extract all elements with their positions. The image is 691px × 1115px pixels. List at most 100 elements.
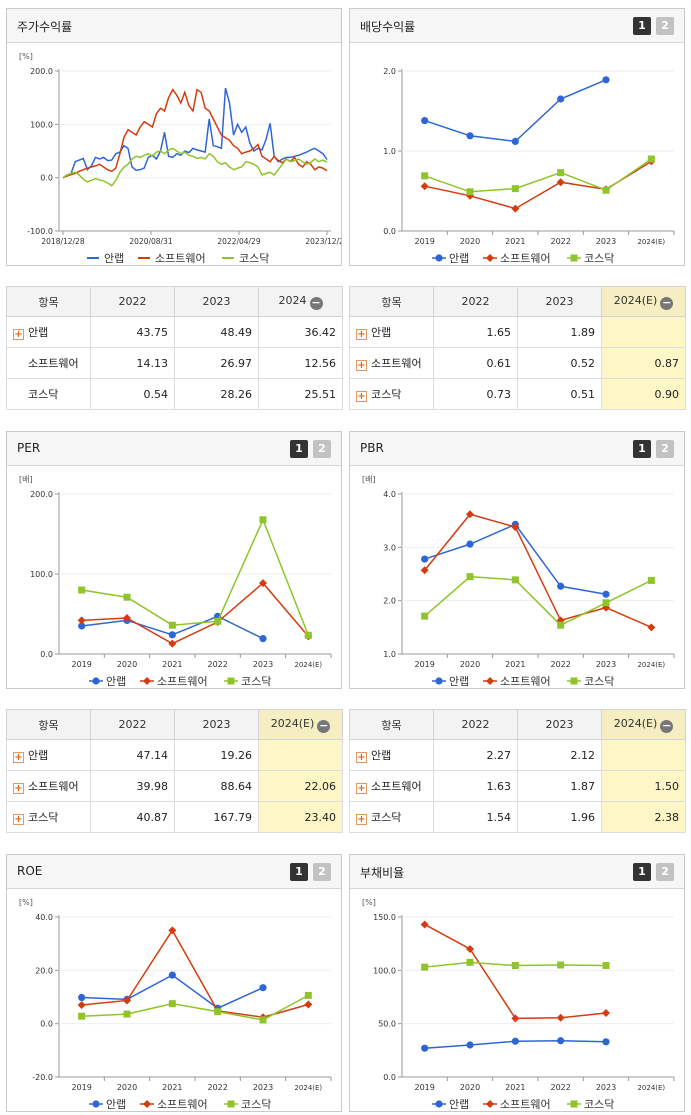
x-tick-label: 2019 (414, 237, 434, 246)
data-point (123, 1010, 131, 1018)
expand-icon[interactable]: + (356, 391, 367, 402)
expand-icon[interactable]: + (356, 329, 367, 340)
cell (601, 316, 686, 348)
cell: 1.65 (433, 316, 518, 348)
y-tick-label: 2.0 (383, 67, 396, 76)
data-point (304, 1000, 313, 1009)
expand-icon[interactable]: + (356, 814, 367, 825)
x-tick-label: 2022 (550, 1083, 570, 1092)
data-point (511, 962, 519, 970)
col-2024: 2024− (258, 286, 343, 317)
cell: 0.52 (517, 347, 602, 379)
cell: 1.96 (517, 801, 602, 833)
page-1-button[interactable]: 1 (633, 17, 651, 35)
y-tick-label: 50.0 (378, 1020, 396, 1029)
page-2-button[interactable]: 2 (313, 440, 331, 458)
panel-title: 주가수익률 (17, 20, 73, 34)
table-header-row: 항목 2022 2023 2024(E) − (349, 286, 686, 317)
legend-label: 소프트웨어 (157, 1098, 208, 1111)
page-2-button[interactable]: 2 (313, 863, 331, 881)
data-point (304, 991, 312, 999)
col-item: 항목 (349, 709, 434, 740)
table-row: + 코스닥 0.73 0.51 0.90 (349, 378, 686, 410)
legend-label: 코스닥 (584, 252, 614, 265)
collapse-icon[interactable]: − (317, 718, 331, 733)
y-tick-label: 40.0 (35, 913, 53, 922)
series-line (81, 517, 310, 636)
x-tick-label: 2022 (550, 237, 570, 246)
cell: 88.64 (174, 770, 259, 802)
legend-label: 안랩 (106, 675, 126, 688)
legend-marker (486, 677, 494, 685)
page-2-button[interactable]: 2 (656, 863, 674, 881)
expand-icon[interactable]: + (356, 360, 367, 371)
page-1-button[interactable]: 1 (290, 863, 308, 881)
y-tick-label: 0.0 (40, 174, 53, 183)
cell: 26.97 (174, 347, 259, 379)
col-2024e-label: 2024(E) (270, 716, 315, 730)
x-tick-label: 2019 (414, 1083, 434, 1092)
cell: 28.26 (174, 378, 259, 410)
expand-icon[interactable]: + (356, 783, 367, 794)
col-2023: 2023 (174, 286, 259, 317)
data-point (420, 566, 429, 575)
table-header-row: 항목 2022 2023 2024− (6, 286, 343, 317)
collapse-icon[interactable]: − (660, 295, 674, 310)
page-1-button[interactable]: 1 (633, 863, 651, 881)
expand-icon[interactable]: + (13, 752, 24, 763)
x-tick-label: 2019 (414, 660, 434, 669)
legend-label: 소프트웨어 (157, 675, 208, 688)
chart-pager: 1 2 (290, 440, 331, 458)
series-line (424, 923, 607, 1020)
panel-header: PER 1 2 (7, 432, 341, 466)
collapse-icon[interactable]: − (660, 718, 674, 733)
row-name: 소프트웨어 (371, 357, 422, 370)
cell: 0.87 (601, 347, 686, 379)
page-2-button[interactable]: 2 (656, 440, 674, 458)
row-name: 안랩 (371, 326, 392, 339)
legend-label: 코스닥 (584, 675, 614, 688)
row-label: + 소프트웨어 (6, 770, 91, 802)
pbr-chart: [배] 4.0 3.0 2.0 1.0 2019 2020 2021 2022 2023 2024(… (362, 475, 675, 688)
col-2024e: 2024(E) − (601, 709, 686, 740)
col-item: 항목 (6, 709, 91, 740)
pbr-panel: PBR 1 2 [배] 4.0 3.0 2.0 1.0 2019 2020 2021 2022 2… (349, 431, 685, 689)
legend-marker (486, 254, 494, 262)
table-row: + 소프트웨어 0.61 0.52 0.87 (349, 347, 686, 379)
expand-icon[interactable]: + (356, 752, 367, 763)
dividend-yield-table: 항목 2022 2023 2024(E) − + 안랩 1.65 1.89 + 소프트… (349, 286, 686, 410)
data-point (259, 516, 267, 524)
data-point (602, 590, 610, 598)
x-tick-label: 2020 (460, 237, 480, 246)
expand-icon[interactable]: + (13, 814, 24, 825)
y-tick-label: 4.0 (383, 490, 396, 499)
cell: 40.87 (90, 801, 175, 833)
page-2-button[interactable]: 2 (656, 17, 674, 35)
cell: 22.06 (258, 770, 343, 802)
roe-panel: ROE 1 2 [%] 40.0 20.0 0.0 -20.0 2019 2020 2021 2… (6, 854, 342, 1112)
series-line (424, 160, 652, 210)
page-1-button[interactable]: 1 (633, 440, 651, 458)
panel-header: 배당수익률 1 2 (350, 9, 684, 43)
y-tick-label: 0.0 (40, 1020, 53, 1029)
data-point (602, 962, 610, 970)
collapse-icon[interactable]: − (309, 295, 323, 310)
col-2022: 2022 (433, 709, 518, 740)
y-tick-label: 100.0 (373, 966, 396, 975)
series-line (424, 523, 607, 596)
row-label: + 코스닥 (6, 801, 91, 833)
data-point (556, 178, 565, 187)
legend-marker (227, 1100, 235, 1108)
table-row: + 안랩 1.65 1.89 (349, 316, 686, 348)
pbr-table: 항목 2022 2023 2024(E) − + 안랩 2.27 2.12 + 소프트… (349, 709, 686, 833)
expand-icon[interactable]: + (13, 783, 24, 794)
expand-icon[interactable]: + (13, 329, 24, 340)
data-point (78, 586, 86, 594)
table-row: + 코스닥 40.87 167.79 23.40 (6, 801, 343, 833)
x-tick-label: 2021 (505, 237, 525, 246)
legend-label: 코스닥 (241, 675, 271, 688)
data-point (466, 510, 474, 519)
page-1-button[interactable]: 1 (290, 440, 308, 458)
legend-label: 안랩 (106, 1098, 126, 1111)
